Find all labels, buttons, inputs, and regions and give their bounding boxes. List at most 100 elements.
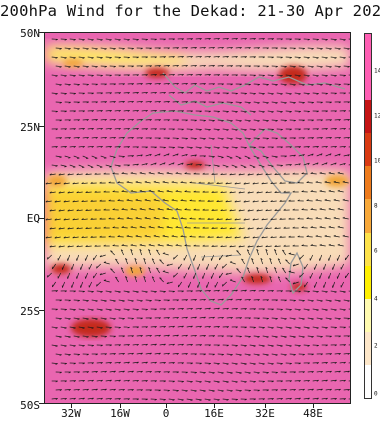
wind-arrow-head <box>156 249 159 252</box>
wind-arrow-head <box>130 208 133 210</box>
wind-arrow <box>69 344 76 347</box>
wind-arrow <box>132 343 139 346</box>
wind-arrow <box>276 74 283 76</box>
wind-arrow-head <box>217 344 220 347</box>
wind-arrow-head <box>140 370 143 373</box>
wind-arrow-head <box>139 225 142 228</box>
wind-arrow-head <box>246 267 250 270</box>
wind-arrow <box>178 281 182 288</box>
wind-arrow <box>127 389 134 391</box>
wind-arrow-head <box>306 235 309 237</box>
wind-arrow-head <box>319 244 322 246</box>
wind-arrow-head <box>325 344 328 347</box>
wind-arrow <box>262 101 269 104</box>
wind-arrow <box>267 362 274 365</box>
wind-arrow <box>339 56 346 59</box>
wind-arrow <box>298 317 305 320</box>
wind-arrow <box>252 200 259 203</box>
wind-arrow-head <box>334 398 337 400</box>
wind-arrow <box>213 164 220 167</box>
wind-arrow-head <box>239 65 242 68</box>
wind-arrow-head <box>221 65 224 67</box>
wind-arrow-head <box>241 276 244 279</box>
wind-arrow <box>307 388 314 391</box>
wind-arrow-head <box>217 165 220 168</box>
wind-arrow-head <box>284 102 287 104</box>
colorbar <box>364 33 372 399</box>
wind-arrow-head <box>94 208 97 211</box>
wind-arrow <box>222 289 229 292</box>
wind-arrow-head <box>127 344 130 346</box>
wind-arrow-head <box>73 380 76 383</box>
wind-arrow-head <box>154 74 157 76</box>
wind-arrow-head <box>63 200 66 203</box>
wind-arrow <box>213 289 220 292</box>
wind-arrow <box>247 173 254 176</box>
wind-arrow <box>321 74 328 76</box>
wind-arrow-head <box>311 48 314 50</box>
wind-arrow-head <box>127 92 130 94</box>
wind-arrow-head <box>208 38 211 40</box>
wind-arrow-head <box>95 371 98 373</box>
wind-arrow-head <box>131 119 134 121</box>
wind-arrow-head <box>315 235 318 237</box>
wind-arrow <box>63 236 70 239</box>
wind-arrow <box>114 308 121 311</box>
lat-tick <box>39 218 44 219</box>
wind-arrow-head <box>226 381 229 383</box>
wind-arrow <box>87 145 94 148</box>
wind-arrow-head <box>113 318 116 320</box>
wind-arrow-head <box>262 363 265 365</box>
colorbar-label-4: 4 <box>374 295 378 303</box>
lat-label-50s: 50S <box>20 399 40 412</box>
wind-arrow <box>51 146 58 148</box>
wind-arrow-head <box>158 153 161 156</box>
wind-arrow <box>208 119 215 121</box>
wind-arrow <box>190 316 197 319</box>
wind-arrow-head <box>157 189 160 192</box>
wind-arrow <box>105 326 112 328</box>
wind-arrow-head <box>203 47 206 49</box>
wind-arrow-head <box>275 354 278 356</box>
wind-arrow-head <box>284 336 287 338</box>
wind-arrow <box>211 227 218 229</box>
wind-arrow <box>195 325 202 328</box>
wind-arrow-head <box>293 318 296 320</box>
wind-arrow <box>162 270 169 274</box>
wind-arrow <box>123 379 130 382</box>
wind-arrow-head <box>338 370 341 373</box>
wind-arrow-head <box>319 172 322 174</box>
wind-arrow <box>151 258 156 265</box>
wind-arrow <box>348 290 350 292</box>
wind-arrow <box>285 110 292 112</box>
wind-arrow-head <box>166 207 169 210</box>
wind-arrow <box>82 136 89 139</box>
wind-arrow <box>166 244 173 247</box>
wind-arrow <box>118 137 125 139</box>
wind-arrow <box>163 352 170 355</box>
wind-arrow-head <box>136 344 139 346</box>
wind-arrow <box>114 290 121 293</box>
wind-arrow-head <box>293 102 296 104</box>
wind-arrow-head <box>130 249 133 252</box>
wind-arrow-head <box>64 57 67 59</box>
wind-arrow-head <box>311 84 314 86</box>
wind-arrow-head <box>265 249 268 252</box>
wind-arrow <box>270 218 277 221</box>
wind-arrow-head <box>235 56 238 58</box>
wind-arrow-head <box>149 47 152 50</box>
wind-arrow-head <box>86 83 89 86</box>
wind-arrow-head <box>49 209 52 212</box>
wind-arrow-head <box>334 75 337 77</box>
wind-arrow-head <box>253 326 256 329</box>
wind-arrow-head <box>100 291 103 293</box>
wind-arrow-head <box>156 267 159 270</box>
wind-arrow <box>118 101 125 103</box>
wind-arrow-head <box>82 362 85 365</box>
wind-arrow-head <box>181 110 184 113</box>
wind-arrow-head <box>280 380 283 383</box>
wind-arrow-head <box>347 101 350 104</box>
wind-arrow-head <box>320 388 323 391</box>
wind-arrow-head <box>297 181 300 184</box>
wind-arrow <box>127 299 134 302</box>
